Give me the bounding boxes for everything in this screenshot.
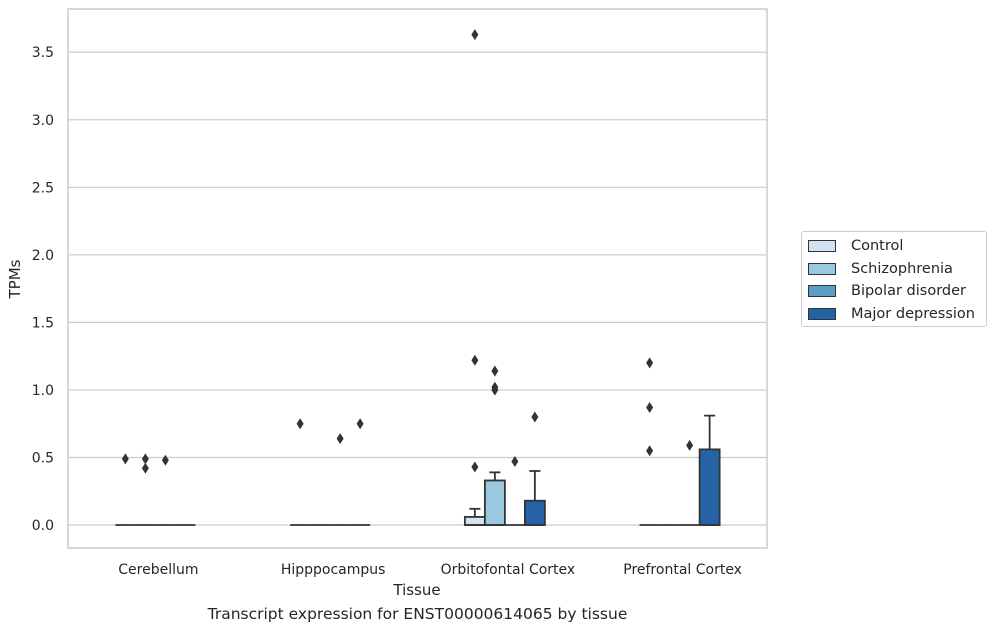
x-tick-label: Orbitofontal Cortex [441, 562, 576, 578]
outliers [121, 29, 694, 474]
y-tick-label: 2.0 [32, 248, 54, 264]
plot-frame [67, 8, 768, 549]
legend-item: Schizophrenia [808, 258, 986, 281]
y-axis-label: TPMs [6, 259, 24, 299]
outlier-point [491, 365, 499, 377]
box-body [463, 516, 486, 526]
x-tick-label: Prefrontal Cortex [623, 562, 742, 578]
box-body [483, 479, 506, 526]
legend: Control Schizophrenia Bipolar disorder Majo… [801, 231, 987, 327]
outlier-point [121, 453, 129, 465]
outlier-point [471, 354, 479, 366]
outlier-point [356, 418, 364, 430]
x-axis-label: Tissue [392, 581, 440, 599]
y-tick-labels: 0.0 0.5 1.0 1.5 2.0 2.5 3.0 3.5 [32, 45, 54, 534]
outlier-point [471, 461, 479, 473]
y-tick-label: 1.5 [32, 315, 54, 331]
outlier-point [471, 29, 479, 41]
legend-swatch [808, 240, 836, 253]
outlier-point [686, 439, 694, 451]
boxes [115, 414, 721, 526]
outlier-point [511, 456, 519, 468]
outlier-point [646, 402, 654, 414]
y-tick-label: 0.5 [32, 450, 54, 466]
x-tick-label: Hipppocampus [281, 562, 386, 578]
legend-swatch [808, 307, 836, 320]
y-tick-label: 0.0 [32, 518, 54, 534]
legend-label: Control [851, 238, 904, 255]
outlier-point [296, 418, 304, 430]
y-tick-label: 2.5 [32, 180, 54, 196]
legend-swatch [808, 285, 836, 298]
outlier-point [141, 462, 149, 474]
outlier-point [161, 454, 169, 466]
outlier-point [531, 411, 539, 423]
box-schizophrenia [483, 471, 506, 526]
x-tick-label: Cerebellum [118, 562, 198, 578]
legend-item: Control [808, 235, 986, 258]
x-tick-labels: Cerebellum Hipppocampus Orbitofontal Corte… [118, 562, 742, 578]
chart-caption: Transcript expression for ENST0000061406… [207, 605, 628, 623]
legend-label: Schizophrenia [851, 260, 953, 277]
outlier-point [141, 453, 149, 465]
grid-lines [68, 51, 767, 526]
y-tick-label: 3.5 [32, 45, 54, 61]
legend-item: Major depression [808, 303, 986, 326]
box-body [698, 448, 721, 526]
outlier-point [336, 433, 344, 445]
box-body [523, 499, 546, 526]
y-tick-label: 1.0 [32, 383, 54, 399]
legend-label: Bipolar disorder [851, 283, 966, 300]
box-major-depression [523, 470, 546, 526]
box-major-depression [698, 414, 721, 526]
legend-label: Major depression [851, 305, 975, 322]
outlier-point [646, 357, 654, 369]
outlier-point [491, 381, 499, 393]
box-control [463, 507, 486, 526]
legend-swatch [808, 262, 836, 275]
outlier-point [646, 445, 654, 457]
legend-item: Bipolar disorder [808, 280, 986, 303]
y-tick-label: 3.0 [32, 113, 54, 129]
